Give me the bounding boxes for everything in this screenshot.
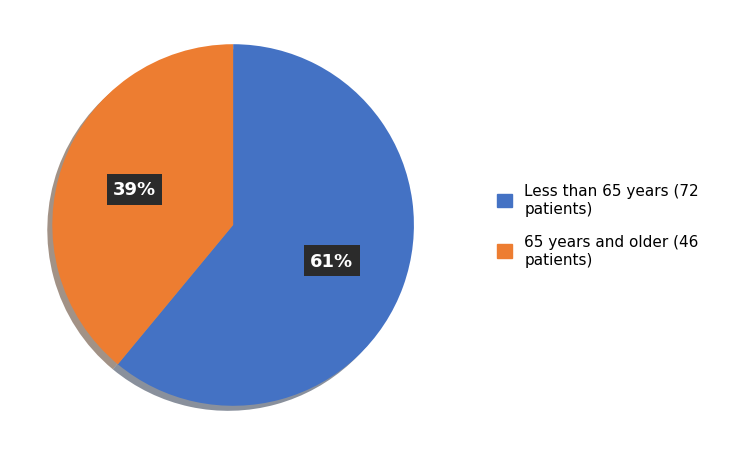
Wedge shape [53,45,233,364]
Wedge shape [118,45,414,406]
Text: 61%: 61% [311,252,353,270]
Legend: Less than 65 years (72
patients), 65 years and older (46
patients): Less than 65 years (72 patients), 65 yea… [490,176,707,275]
Text: 39%: 39% [113,181,156,199]
